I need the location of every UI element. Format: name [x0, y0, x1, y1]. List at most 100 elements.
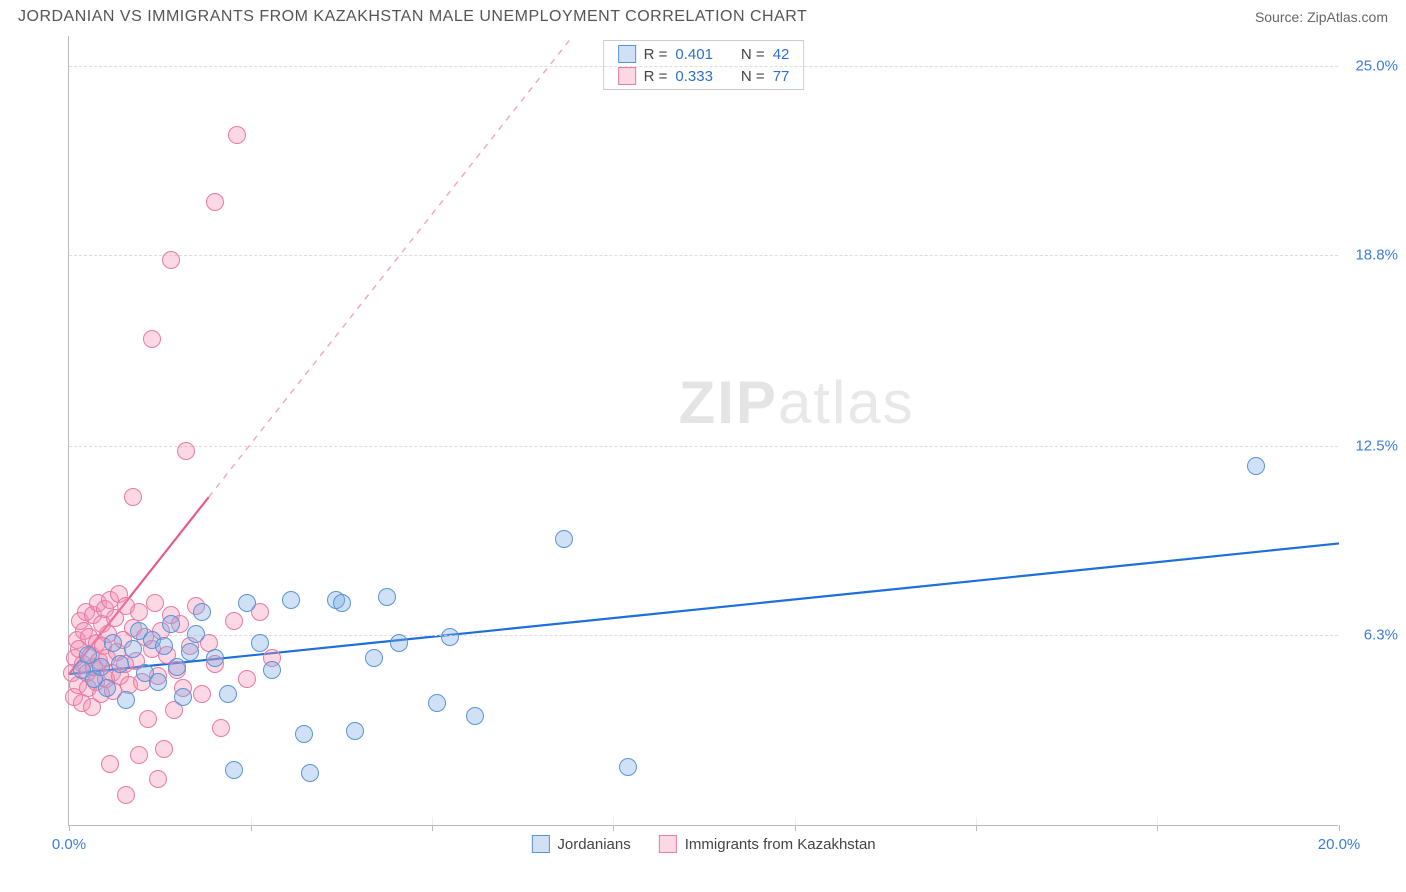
x-tick	[976, 825, 977, 831]
legend-item: Jordanians	[531, 835, 630, 853]
legend-r-label: R =	[644, 46, 668, 63]
data-point	[365, 649, 383, 667]
y-tick-label: 18.8%	[1355, 246, 1398, 263]
legend-swatch	[659, 835, 677, 853]
data-point	[101, 755, 119, 773]
data-point	[428, 694, 446, 712]
data-point	[149, 770, 167, 788]
gridline-v	[251, 817, 252, 825]
data-point	[139, 710, 157, 728]
gridline-v	[613, 817, 614, 825]
x-tick	[1339, 825, 1340, 831]
data-point	[263, 661, 281, 679]
data-point	[193, 603, 211, 621]
data-point	[301, 764, 319, 782]
data-point	[181, 643, 199, 661]
data-point	[333, 594, 351, 612]
data-point	[1247, 457, 1265, 475]
data-point	[117, 691, 135, 709]
data-point	[228, 126, 246, 144]
gridline-v	[1157, 817, 1158, 825]
data-point	[346, 722, 364, 740]
data-point	[295, 725, 313, 743]
trend-line-extrapolated	[209, 36, 573, 497]
data-point	[162, 251, 180, 269]
data-point	[149, 673, 167, 691]
legend-r-value: 0.333	[675, 68, 713, 85]
data-point	[282, 591, 300, 609]
data-point	[219, 685, 237, 703]
y-tick-label: 12.5%	[1355, 438, 1398, 455]
data-point	[168, 658, 186, 676]
data-point	[238, 594, 256, 612]
data-point	[177, 442, 195, 460]
data-point	[111, 655, 129, 673]
gridline-h	[69, 66, 1338, 67]
data-point	[124, 640, 142, 658]
data-point	[390, 634, 408, 652]
data-point	[162, 615, 180, 633]
legend-swatch	[531, 835, 549, 853]
trend-lines	[69, 36, 1339, 826]
data-point	[130, 746, 148, 764]
y-tick-label: 25.0%	[1355, 58, 1398, 75]
data-point	[251, 634, 269, 652]
data-point	[155, 740, 173, 758]
data-point	[206, 649, 224, 667]
legend-n-value: 42	[773, 46, 790, 63]
data-point	[104, 634, 122, 652]
legend-n-label: N =	[741, 46, 765, 63]
x-tick	[613, 825, 614, 831]
data-point	[124, 488, 142, 506]
data-point	[187, 625, 205, 643]
gridline-h	[69, 446, 1338, 447]
legend-label: Jordanians	[557, 836, 630, 853]
data-point	[206, 193, 224, 211]
data-point	[174, 688, 192, 706]
gridline-v	[432, 817, 433, 825]
x-tick	[1157, 825, 1158, 831]
data-point	[555, 530, 573, 548]
data-point	[212, 719, 230, 737]
y-tick-label: 6.3%	[1364, 626, 1398, 643]
x-tick	[251, 825, 252, 831]
data-point	[441, 628, 459, 646]
correlation-legend: R = 0.401 N = 42 R = 0.333 N = 77	[603, 40, 805, 90]
legend-row: R = 0.333 N = 77	[604, 65, 804, 87]
legend-swatch	[618, 45, 636, 63]
legend-row: R = 0.401 N = 42	[604, 43, 804, 65]
legend-n-label: N =	[741, 68, 765, 85]
x-tick-label: 20.0%	[1318, 836, 1361, 853]
data-point	[378, 588, 396, 606]
x-tick-label: 0.0%	[52, 836, 86, 853]
plot-area: ZIPatlas R =0.401N =42R =0.333N =77 Jord…	[68, 36, 1338, 826]
data-point	[225, 761, 243, 779]
chart-source: Source: ZipAtlas.com	[1255, 9, 1388, 25]
x-tick	[69, 825, 70, 831]
x-tick	[795, 825, 796, 831]
data-point	[193, 685, 211, 703]
data-point	[155, 637, 173, 655]
data-point	[98, 679, 116, 697]
data-point	[130, 603, 148, 621]
data-point	[238, 670, 256, 688]
legend-label: Immigrants from Kazakhstan	[685, 836, 876, 853]
data-point	[619, 758, 637, 776]
legend-r-value: 0.401	[675, 46, 713, 63]
legend-swatch	[618, 67, 636, 85]
legend-r-label: R =	[644, 68, 668, 85]
x-tick	[432, 825, 433, 831]
gridline-v	[976, 817, 977, 825]
gridline-h	[69, 255, 1338, 256]
data-point	[225, 612, 243, 630]
legend-item: Immigrants from Kazakhstan	[659, 835, 876, 853]
data-point	[146, 594, 164, 612]
series-legend: Jordanians Immigrants from Kazakhstan	[531, 835, 875, 853]
data-point	[92, 658, 110, 676]
legend-n-value: 77	[773, 68, 790, 85]
chart-title: JORDANIAN VS IMMIGRANTS FROM KAZAKHSTAN …	[18, 8, 807, 26]
data-point	[117, 786, 135, 804]
data-point	[466, 707, 484, 725]
chart-header: JORDANIAN VS IMMIGRANTS FROM KAZAKHSTAN …	[0, 0, 1406, 32]
data-point	[143, 330, 161, 348]
